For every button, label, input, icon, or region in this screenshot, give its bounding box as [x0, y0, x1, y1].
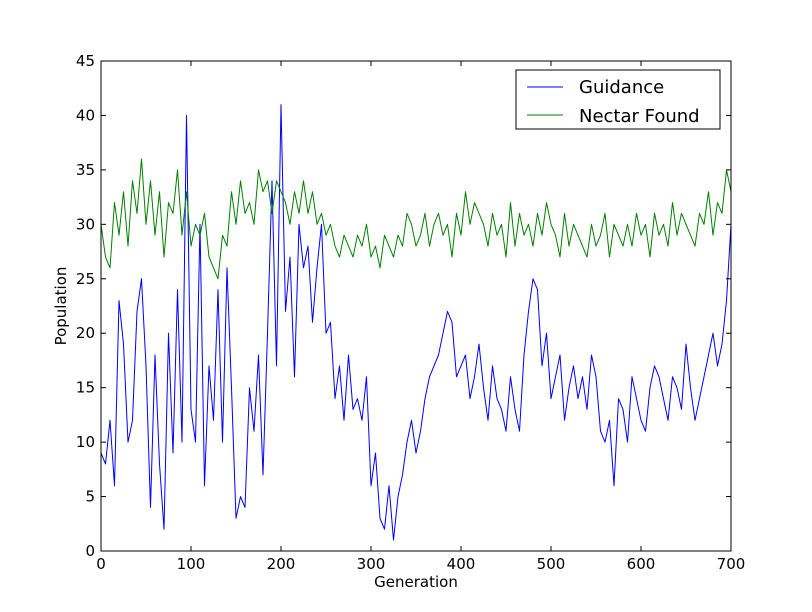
y-tick-label: 5 — [85, 488, 95, 506]
x-tick-label: 700 — [717, 555, 746, 573]
y-tick-label: 20 — [76, 324, 95, 342]
y-tick-label: 0 — [85, 542, 95, 560]
tick-labels: 0 100 200 300 400 500 600 700 0 5 10 15 20 25 30 35 40 45 — [76, 52, 745, 573]
plot-frame — [100, 60, 732, 552]
y-tick-label: 45 — [76, 52, 95, 70]
x-tick-label: 100 — [177, 555, 206, 573]
legend-box — [515, 69, 721, 130]
y-tick-label: 35 — [76, 161, 95, 179]
x-tick-label: 600 — [627, 555, 656, 573]
x-tick-label: 400 — [447, 555, 476, 573]
axis-ticks — [100, 60, 732, 552]
y-tick-label: 40 — [76, 106, 95, 124]
series-line-guidance — [100, 104, 732, 541]
plot-area — [101, 61, 731, 551]
y-tick-label: 30 — [76, 215, 95, 233]
x-tick-label: 0 — [96, 555, 106, 573]
series-line-nectar-found — [100, 158, 732, 280]
legend-label-nectar-found: Nectar Found — [579, 106, 700, 127]
legend-label-guidance: Guidance — [579, 77, 664, 98]
y-tick-label: 15 — [76, 379, 95, 397]
y-tick-label: 10 — [76, 433, 95, 451]
x-tick-label: 200 — [267, 555, 296, 573]
series-lines — [100, 104, 732, 541]
x-axis-label: Generation — [374, 573, 458, 591]
x-tick-label: 500 — [537, 555, 566, 573]
legend: Guidance Nectar Found — [515, 69, 721, 130]
y-axis-label: Population — [52, 267, 70, 346]
y-tick-label: 25 — [76, 270, 95, 288]
x-tick-label: 300 — [357, 555, 386, 573]
